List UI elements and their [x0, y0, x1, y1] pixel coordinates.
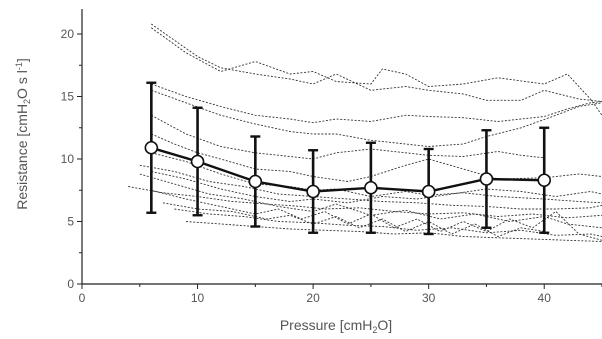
- x-tick-label: 20: [306, 291, 320, 305]
- mean-point: [248, 174, 263, 189]
- series-line-3: [151, 83, 602, 124]
- x-axis-title: Pressure [cmH2O]: [280, 317, 392, 335]
- x-tick-label: 40: [538, 291, 552, 305]
- series-line-1: [151, 23, 602, 102]
- series-line-6: [151, 133, 602, 182]
- y-tick-label: 15: [61, 90, 75, 104]
- y-axis-title: Resistance [cmH2O s l-1]: [14, 58, 32, 210]
- x-tick-label: 10: [191, 291, 205, 305]
- series-line-13: [174, 208, 602, 237]
- mean-line: [150, 146, 545, 193]
- series-line-12: [162, 202, 545, 237]
- mean-point: [421, 184, 436, 199]
- y-tick-label: 20: [61, 27, 75, 41]
- mean-point: [364, 180, 378, 195]
- mean-point: [190, 154, 205, 169]
- y-axis-ticks: 0 5 10 15 20: [61, 27, 82, 291]
- series-line-4: [151, 89, 602, 147]
- series-line-5: [151, 114, 545, 160]
- plot-area: [81, 9, 602, 285]
- x-tick-label: 0: [79, 291, 86, 305]
- mean-point: [144, 140, 159, 155]
- series-line-7: [151, 152, 602, 204]
- mean-point: [537, 173, 552, 188]
- series-line-2: [151, 27, 602, 116]
- series-line-14: [185, 221, 602, 242]
- y-tick-label: 0: [67, 277, 74, 291]
- x-tick-label: 30: [422, 291, 436, 305]
- y-tick-label: 10: [61, 152, 75, 166]
- series-line-15: [151, 171, 602, 204]
- series-line-11: [151, 189, 602, 241]
- mean-point: [306, 184, 320, 199]
- y-tick-label: 5: [67, 215, 74, 229]
- mean-point: [479, 172, 494, 186]
- x-axis-ticks: 0 10 20 30 40: [79, 284, 602, 305]
